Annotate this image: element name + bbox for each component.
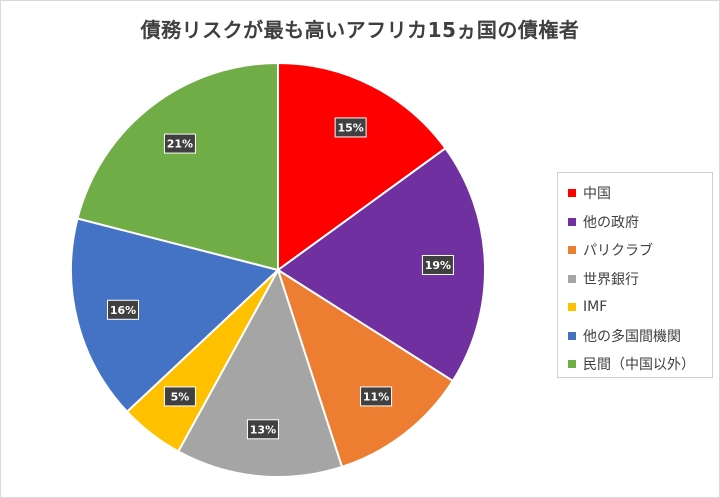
legend-item: 他の多国間機関 <box>568 322 712 351</box>
data-label-text: 15% <box>337 121 363 134</box>
data-label-3: 11% <box>360 386 393 407</box>
legend-swatch <box>568 303 576 312</box>
data-label-box <box>163 133 196 154</box>
data-label-text: 11% <box>363 390 389 403</box>
legend-swatch <box>568 360 576 369</box>
chart-title: 債務リスクが最も高いアフリカ15ヵ国の債権者 <box>140 18 580 42</box>
data-label-text: 19% <box>425 259 451 272</box>
data-label-text: 5% <box>171 390 190 403</box>
legend-item: 世界銀行 <box>568 265 712 294</box>
pie-slice-2 <box>276 146 486 383</box>
data-label-box <box>246 419 279 440</box>
data-label-box <box>360 386 393 407</box>
data-label-5: 5% <box>163 386 196 407</box>
pie-slice-7 <box>76 61 279 272</box>
legend-item: 民間（中国以外） <box>568 350 712 379</box>
legend-label: 中国 <box>583 186 611 203</box>
legend-swatch <box>568 331 576 340</box>
data-label-4: 13% <box>246 419 279 440</box>
legend-label: パリクラブ <box>583 243 653 260</box>
legend-swatch <box>568 246 576 255</box>
legend-label: 他の政府 <box>583 214 639 231</box>
data-label-6: 16% <box>107 299 140 320</box>
legend-label: IMF <box>583 299 608 316</box>
pie-slice-3 <box>276 267 455 469</box>
data-label-box <box>163 386 196 407</box>
legend-label: 世界銀行 <box>583 271 639 288</box>
legend-item: IMF <box>568 293 712 322</box>
data-label-text: 13% <box>250 423 276 436</box>
legend-label: 民間（中国以外） <box>583 357 695 374</box>
pie-slice-1 <box>277 61 447 272</box>
data-label-box <box>107 299 140 320</box>
data-label-1: 15% <box>334 117 367 138</box>
data-label-text: 16% <box>110 304 136 317</box>
legend-item: パリクラブ <box>568 236 712 265</box>
chart-legend: 中国他の政府パリクラブ世界銀行 IMF 他の多国間機関 民間（中国以外） <box>557 172 713 378</box>
data-labels: 15% 19% 11% 13% 5% 16% 21% <box>107 117 454 440</box>
data-label-text: 21% <box>167 138 193 151</box>
data-label-box <box>421 254 454 275</box>
legend-item: 他の政府 <box>568 208 712 237</box>
data-label-7: 21% <box>163 133 196 154</box>
data-label-box <box>334 117 367 138</box>
pie-slice-6 <box>70 217 281 414</box>
legend-item: 中国 <box>568 179 712 208</box>
legend-swatch <box>568 274 576 283</box>
pie-slice-4 <box>176 267 344 478</box>
data-label-2: 19% <box>421 254 454 275</box>
legend-label: 他の多国間機関 <box>583 328 681 345</box>
legend-swatch <box>568 217 576 226</box>
legend-swatch <box>568 189 576 198</box>
